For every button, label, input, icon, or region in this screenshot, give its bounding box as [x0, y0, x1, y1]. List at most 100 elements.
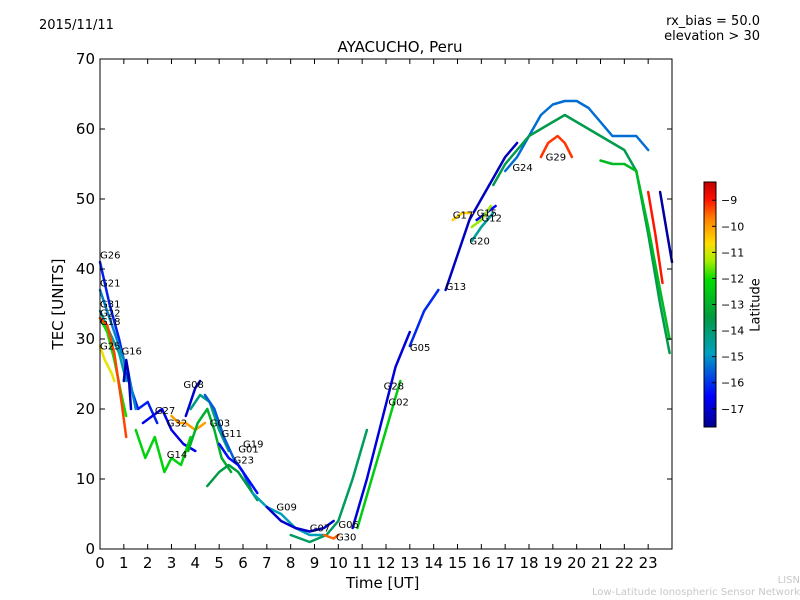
satellite-label-g07: G07 — [310, 524, 330, 535]
x-tick-label: 11 — [353, 554, 372, 572]
footer-short: LISN — [777, 575, 800, 586]
satellite-label-g11: G11 — [222, 429, 242, 440]
x-tick-label: 23 — [639, 554, 658, 572]
satellite-label-g18: G18 — [100, 317, 120, 328]
date-label: 2015/11/11 — [39, 18, 114, 33]
series-g18 — [98, 316, 128, 439]
series-g30 — [322, 533, 340, 540]
series-g01 — [217, 442, 259, 495]
x-tick-label: 21 — [591, 554, 610, 572]
satellite-label-g09: G09 — [276, 503, 296, 514]
x-tick-label: 22 — [615, 554, 634, 572]
x-tick-label: 17 — [496, 554, 515, 572]
satellite-label-g08: G08 — [183, 380, 203, 391]
satellite-label-g06: G06 — [338, 520, 358, 531]
plot-frame — [99, 58, 673, 550]
series-g29 — [539, 134, 574, 159]
elevation-label: elevation > 30 — [664, 29, 760, 44]
y-tick-label: 70 — [76, 50, 95, 68]
satellite-label-g13: G13 — [446, 282, 466, 293]
series-layer — [98, 99, 674, 544]
x-tick-label: 14 — [424, 554, 443, 572]
x-tick-label: 7 — [262, 554, 272, 572]
satellite-label-g23: G23 — [233, 456, 253, 467]
satellite-label-g19: G19 — [243, 440, 263, 451]
series-g17 — [451, 211, 474, 222]
colorbar-tick-label: −10 — [721, 220, 744, 233]
series-g08 — [184, 379, 202, 418]
series-g25 — [98, 344, 116, 383]
satellite-label-g30: G30 — [336, 533, 356, 544]
series-g14 — [134, 428, 192, 474]
satellite-label-g20: G20 — [469, 237, 489, 248]
satellite-label-g32: G32 — [167, 419, 187, 430]
y-axis-ticks: 0 10 20 30 40 50 60 70 — [76, 50, 672, 558]
y-tick-label: 60 — [76, 120, 95, 138]
satellite-label-g05: G05 — [410, 343, 430, 354]
x-tick-label: 4 — [191, 554, 201, 572]
y-tick-label: 50 — [76, 190, 95, 208]
series-g03 — [186, 407, 233, 474]
satellite-label-g29: G29 — [546, 153, 566, 164]
x-tick-label: 18 — [519, 554, 538, 572]
colorbar-ticks: −9 −10 −11 −12 −13 −14 −15 −16 −17 — [712, 194, 744, 416]
series-g02 — [356, 379, 402, 530]
x-tick-label: 16 — [472, 554, 491, 572]
x-tick-label: 1 — [119, 554, 129, 572]
colorbar-tick-label: −9 — [721, 194, 737, 207]
series-g12 — [470, 204, 493, 229]
y-tick-label: 10 — [76, 470, 95, 488]
satellite-label-g15: G15 — [477, 209, 497, 220]
rx-bias-label: rx_bias = 50.0 — [666, 14, 760, 29]
satellite-label-g25: G25 — [100, 342, 120, 353]
series-g28 — [351, 330, 412, 530]
series-g32 — [170, 414, 207, 432]
colorbar-tick-label: −16 — [721, 377, 744, 390]
x-tick-label: 10 — [329, 554, 348, 572]
satellite-label-g17: G17 — [453, 211, 473, 222]
series-g20 — [470, 211, 495, 243]
series-g13 — [444, 141, 519, 292]
y-tick-label: 0 — [85, 540, 95, 558]
satellite-label-g02: G02 — [388, 398, 408, 409]
x-tick-label: 6 — [238, 554, 248, 572]
x-tick-label: 2 — [143, 554, 153, 572]
x-tick-label: 15 — [448, 554, 467, 572]
y-tick-label: 20 — [76, 400, 95, 418]
series-g06 — [289, 428, 369, 544]
colorbar-tick-label: −13 — [721, 299, 744, 312]
x-tick-label: 20 — [567, 554, 586, 572]
series-g32b — [658, 190, 674, 264]
x-tick-label: 19 — [543, 554, 562, 572]
satellite-label-g31: G31 — [100, 300, 120, 311]
series-g07 — [265, 505, 335, 533]
satellite-label-g21: G21 — [100, 279, 120, 290]
chart-title: AYACUCHO, Peru — [337, 38, 463, 56]
series-g23 — [206, 463, 259, 502]
satellite-label-g01: G01 — [238, 444, 258, 455]
satellite-label-g22: G22 — [100, 309, 120, 320]
x-tick-label: 13 — [400, 554, 419, 572]
series-g21 — [98, 288, 138, 411]
colorbar-tick-label: −11 — [721, 246, 744, 259]
x-tick-label: 12 — [376, 554, 395, 572]
x-tick-label: 8 — [286, 554, 296, 572]
satellite-label-g24: G24 — [512, 163, 532, 174]
y-tick-label: 30 — [76, 330, 95, 348]
x-tick-label: 3 — [167, 554, 177, 572]
colorbar-tick-label: −12 — [721, 272, 744, 285]
series-g05 — [408, 288, 440, 348]
satellite-label-g14: G14 — [167, 450, 187, 461]
series-g27 — [141, 407, 197, 453]
satellite-label-g12: G12 — [481, 213, 501, 224]
colorbar-tick-label: −17 — [721, 403, 744, 416]
footer-long: Low-Latitude Ionospheric Sensor Network — [592, 587, 800, 598]
satellite-label-g27: G27 — [155, 406, 175, 417]
colorbar-tick-label: −14 — [721, 325, 744, 338]
series-g24 — [503, 99, 650, 173]
series-g29b — [646, 190, 664, 285]
x-axis-ticks: 0 1 2 3 4 5 6 7 8 9 10 11 12 13 14 15 16 17 18 19 20 21 22 23 — [95, 59, 658, 572]
satellite-label-g28: G28 — [384, 381, 404, 392]
